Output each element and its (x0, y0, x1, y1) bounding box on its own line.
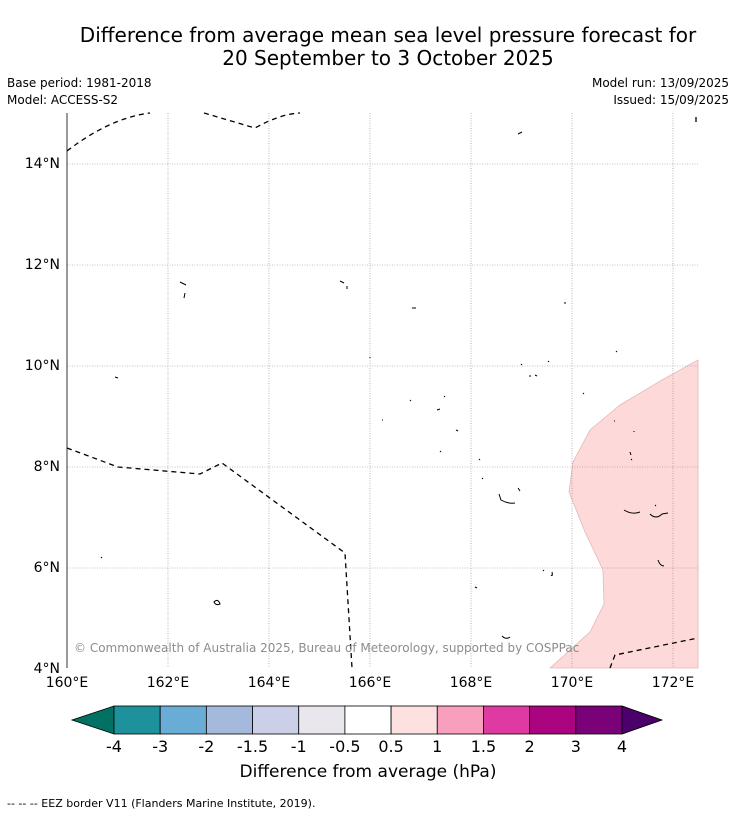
colorbar-tick-label: 1.5 (470, 737, 497, 756)
colorbar-segment (436, 705, 484, 735)
colorbar-tick-label: 3 (570, 737, 581, 756)
copyright-watermark: © Commonwealth of Australia 2025, Bureau… (74, 641, 580, 655)
colorbar-tick-label: 0.5 (378, 737, 404, 756)
colorbar-tick-label: -4 (106, 737, 122, 756)
colorbar (70, 705, 664, 735)
colorbar-extend-low (70, 705, 115, 735)
lat-tick-8n: 8°N (33, 459, 60, 475)
base-period-text: Base period: 1981-2018 (7, 76, 152, 90)
colorbar-extend-high (621, 705, 664, 735)
lat-tick-4n: 4°N (33, 661, 60, 677)
lon-tick-170e: 170°E (550, 675, 594, 691)
islands (100, 131, 669, 639)
lon-tick-160e: 160°E (45, 675, 89, 691)
model-text: Model: ACCESS-S2 (7, 93, 119, 107)
colorbar-tick-label: 2 (524, 737, 535, 756)
eez-borders (66, 112, 699, 669)
colorbar-segment (483, 705, 531, 735)
lon-tick-164e: 164°E (247, 675, 291, 691)
lat-tick-14n: 14°N (24, 156, 60, 172)
issued-text: Issued: 15/09/2025 (613, 93, 729, 107)
positive-anomaly-region (548, 359, 699, 669)
eez-footnote: -- -- -- EEZ border V11 (Flanders Marine… (7, 797, 316, 810)
colorbar-segment (159, 705, 207, 735)
colorbar-tick-label: -3 (152, 737, 169, 756)
colorbar-title: Difference from average (hPa) (239, 762, 497, 782)
colorbar-segment (390, 705, 438, 735)
colorbar-segment (298, 705, 346, 735)
model-run-text: Model run: 13/09/2025 (591, 76, 729, 90)
lon-tick-168e: 168°E (449, 675, 493, 691)
colorbar-segment (113, 705, 161, 735)
lat-tick-10n: 10°N (24, 358, 60, 374)
colorbar-segment (575, 705, 623, 735)
lon-tick-166e: 166°E (348, 675, 392, 691)
map-gridlines (67, 113, 698, 668)
colorbar-segment (344, 705, 392, 735)
lat-tick-12n: 12°N (24, 257, 60, 273)
colorbar-segment (205, 705, 253, 735)
colorbar-tick-label: -1 (290, 737, 307, 756)
colorbar-tick-label: -1.5 (236, 737, 269, 756)
map-title-line1: Difference from average mean sea level p… (79, 23, 697, 47)
map-title-line2: 20 September to 3 October 2025 (222, 46, 554, 70)
colorbar-segment (252, 705, 300, 735)
colorbar-tick-label: -2 (198, 737, 215, 756)
lon-tick-162e: 162°E (146, 675, 190, 691)
lat-tick-6n: 6°N (33, 560, 60, 576)
colorbar-tick-label: 1 (432, 737, 443, 756)
colorbar-tick-label: 4 (616, 737, 628, 756)
colorbar-tick-label: -0.5 (329, 737, 361, 756)
colorbar-segment (529, 705, 577, 735)
lon-tick-172e: 172°E (651, 675, 695, 691)
